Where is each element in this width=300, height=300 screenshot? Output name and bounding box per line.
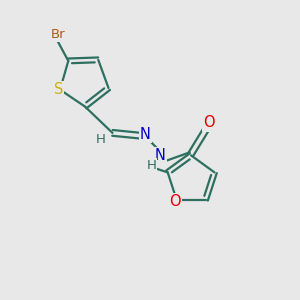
Text: O: O: [203, 116, 215, 130]
Text: N: N: [140, 127, 151, 142]
Text: Br: Br: [50, 28, 65, 41]
Text: S: S: [54, 82, 63, 97]
Text: N: N: [155, 148, 166, 164]
Text: H: H: [147, 159, 156, 172]
Text: H: H: [96, 133, 106, 146]
Text: O: O: [169, 194, 181, 209]
